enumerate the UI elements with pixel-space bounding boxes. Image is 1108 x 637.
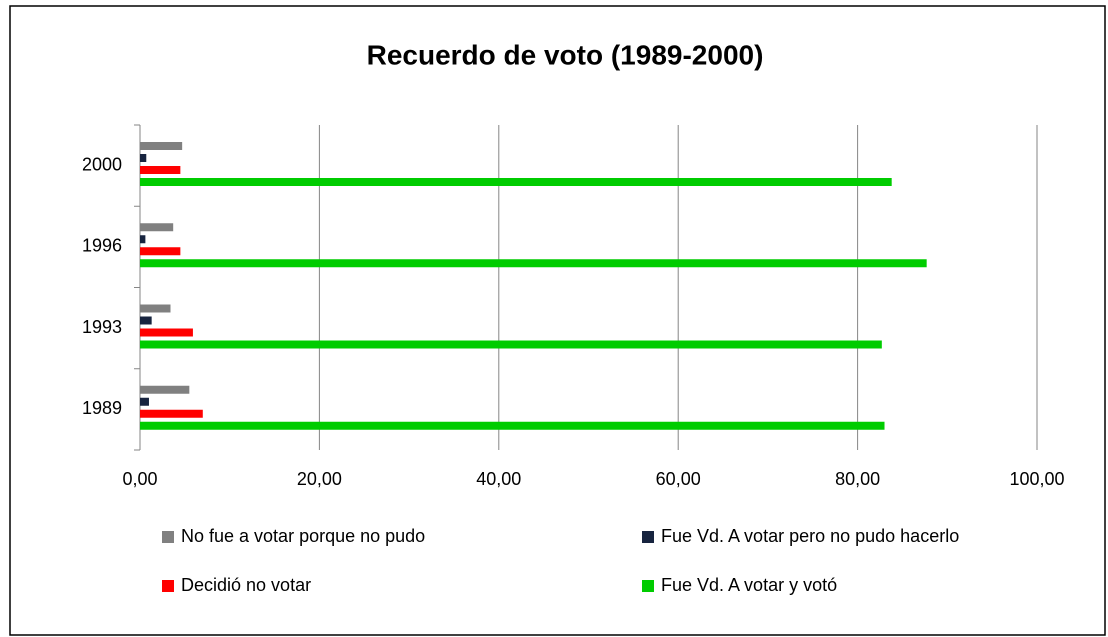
- chart-title: Recuerdo de voto (1989-2000): [367, 39, 764, 70]
- bar: [140, 166, 181, 174]
- y-tick-label: 1989: [82, 398, 122, 418]
- bar: [140, 316, 152, 325]
- legend-label: Decidió no votar: [181, 575, 311, 595]
- legend-swatch: [162, 531, 174, 543]
- legend-swatch: [642, 580, 654, 592]
- x-tick-label: 60,00: [656, 469, 701, 489]
- bar: [140, 223, 174, 232]
- x-tick-label: 0,00: [122, 469, 157, 489]
- bar: [140, 178, 892, 186]
- bar: [140, 154, 147, 162]
- bar: [140, 421, 885, 430]
- x-tick-label: 100,00: [1009, 469, 1064, 489]
- chart-border: [9, 5, 1106, 636]
- legend-swatch: [642, 531, 654, 543]
- bar: [140, 304, 171, 313]
- bar: [140, 397, 149, 406]
- legend-label: No fue a votar porque no pudo: [181, 526, 425, 546]
- bar: [140, 385, 190, 394]
- y-tick-label: 1993: [82, 317, 122, 337]
- bar: [140, 259, 927, 268]
- x-tick-label: 80,00: [835, 469, 880, 489]
- x-tick-label: 40,00: [476, 469, 521, 489]
- legend-label: Fue Vd. A votar y votó: [661, 575, 837, 595]
- legend-swatch: [162, 580, 174, 592]
- bar: [140, 409, 203, 418]
- bar: [140, 247, 181, 256]
- bar: [140, 340, 882, 349]
- bar: [140, 328, 193, 337]
- y-tick-label: 1996: [82, 236, 122, 256]
- bar: [140, 142, 183, 150]
- x-tick-label: 20,00: [297, 469, 342, 489]
- legend-label: Fue Vd. A votar pero no pudo hacerlo: [661, 526, 959, 546]
- y-tick-label: 2000: [82, 154, 122, 174]
- bar: [140, 235, 146, 244]
